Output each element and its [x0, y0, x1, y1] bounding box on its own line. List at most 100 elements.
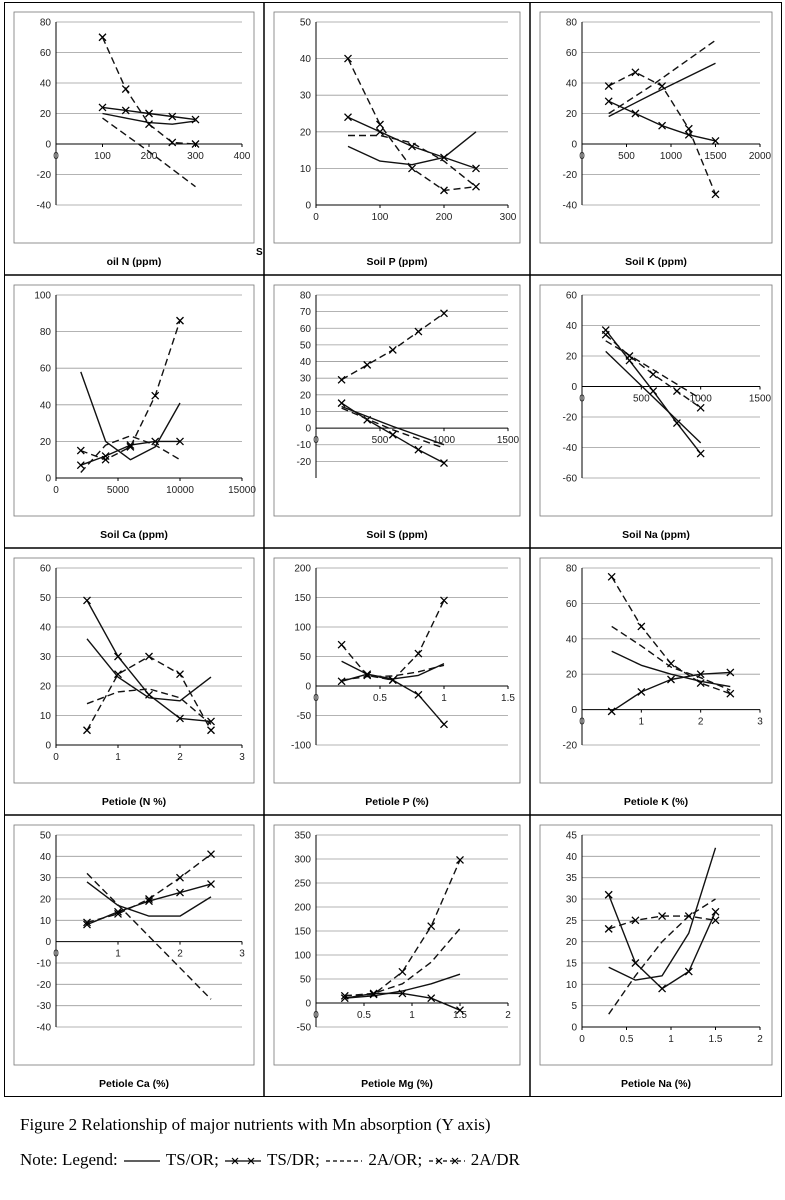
- data-point-marker: [121, 85, 130, 94]
- series-line: [608, 100, 716, 142]
- data-point-marker: [191, 140, 200, 148]
- x-tick-label: 400: [234, 151, 251, 162]
- data-point-marker: [101, 455, 110, 464]
- data-point-marker: [607, 572, 616, 581]
- data-point-marker: [376, 120, 384, 129]
- series-line: [341, 405, 445, 446]
- y-tick-label: 0: [305, 682, 311, 693]
- y-tick-label: -60: [563, 474, 578, 485]
- chart-border: [273, 824, 521, 1066]
- y-tick-label: 10: [40, 916, 52, 927]
- y-tick-label: 15: [566, 959, 578, 970]
- y-tick-label: 100: [34, 291, 51, 302]
- y-tick-label: -30: [37, 1001, 52, 1012]
- x-axis-label: Petiole Mg (%): [361, 1078, 433, 1090]
- data-point-marker: [625, 352, 634, 360]
- y-tick-label: 0: [45, 741, 51, 752]
- data-point-marker: [145, 690, 153, 699]
- x-axis-label: Soil K (ppm): [625, 256, 687, 268]
- chart-border: [539, 557, 773, 784]
- series-line: [344, 992, 461, 1011]
- chart-border: [13, 824, 255, 1066]
- data-point-marker: [604, 924, 613, 933]
- legend-item: TS/DR;: [223, 1150, 324, 1169]
- x-axis-label: Soil Na (ppm): [622, 529, 690, 541]
- x-tick-label: 300: [500, 212, 517, 223]
- y-tick-label: 80: [566, 564, 578, 575]
- chart-panel: -20 0 20 40 60 80 0 1 2 3 Petiole K (%): [539, 557, 773, 808]
- y-tick-label: 50: [300, 975, 312, 986]
- chart-border: [539, 11, 773, 244]
- y-tick-label: 40: [566, 852, 578, 863]
- series-line: [86, 638, 212, 702]
- x-tick-label: 3: [757, 717, 763, 728]
- legend-line-sample: [428, 1157, 465, 1165]
- x-axis-label: Soil S (ppm): [366, 529, 427, 541]
- x-tick-label: 1: [115, 752, 121, 763]
- data-point-marker: [696, 403, 705, 412]
- y-tick-label: 200: [294, 564, 311, 575]
- y-tick-label: 40: [566, 79, 578, 90]
- data-point-marker: [337, 640, 346, 649]
- y-tick-label: 40: [300, 357, 312, 368]
- series-line: [80, 435, 181, 473]
- data-point-marker: [631, 109, 640, 118]
- y-tick-label: 300: [294, 855, 311, 866]
- legend-item-label: TS/DR;: [263, 1150, 325, 1169]
- y-tick-label: 0: [305, 424, 311, 435]
- data-point-marker: [83, 596, 91, 605]
- series-line: [86, 872, 212, 1000]
- series-line: [80, 371, 181, 461]
- series-line: [86, 853, 212, 924]
- x-axis-label: Petiole P (%): [365, 796, 428, 808]
- x-axis-label: Petiole (N %): [102, 796, 166, 808]
- legend-item: 2A/OR;: [324, 1150, 426, 1169]
- data-point-marker: [126, 442, 135, 451]
- y-tick-label: 25: [566, 916, 578, 927]
- y-tick-label: 20: [566, 937, 578, 948]
- x-tick-label: 300: [187, 151, 204, 162]
- y-tick-label: 50: [40, 593, 52, 604]
- y-tick-label: 80: [40, 18, 52, 29]
- y-tick-label: 40: [300, 54, 312, 65]
- x-tick-label: 2: [757, 1034, 763, 1045]
- y-tick-label: -40: [563, 201, 578, 212]
- data-point-marker: [207, 850, 215, 859]
- series-line: [608, 847, 717, 981]
- x-tick-label: 1500: [704, 151, 727, 162]
- series-line: [347, 131, 477, 166]
- y-tick-label: -50: [297, 1023, 312, 1034]
- data-point-marker: [98, 103, 107, 112]
- figure-legend-note: Note: Legend: TS/OR; TS/DR; 2A/OR; 2A/DR: [20, 1150, 520, 1170]
- x-axis-label: Soil P (ppm): [366, 256, 427, 268]
- y-tick-label: 10: [300, 407, 312, 418]
- data-point-marker: [711, 916, 720, 925]
- chart-border: [539, 824, 773, 1066]
- series-line: [608, 915, 716, 930]
- data-point-marker: [604, 97, 613, 106]
- series-line: [80, 320, 181, 461]
- y-tick-label: 40: [40, 79, 52, 90]
- chart-panel: 0 5 10 15 20 25 30 35 40 45 0 0.5 1 1.5 2 Petiole Na (%…: [539, 824, 773, 1090]
- y-tick-label: 60: [566, 48, 578, 59]
- data-point-marker: [207, 717, 215, 726]
- x-tick-label: 1.5: [501, 693, 515, 704]
- y-tick-label: 80: [566, 18, 578, 29]
- x-tick-label: 2: [505, 1010, 511, 1021]
- y-tick-label: 0: [571, 705, 577, 716]
- data-point-marker: [114, 670, 122, 679]
- series-line: [86, 881, 212, 917]
- y-tick-label: 50: [300, 652, 312, 663]
- x-tick-label: 1: [115, 949, 121, 960]
- data-point-marker: [376, 127, 384, 136]
- chart-panel: 0 10 20 30 40 50 60 0 1 2 3 Petiole (N %): [13, 557, 255, 808]
- legend-item: 2A/DR: [427, 1150, 520, 1169]
- series-line: [101, 37, 196, 145]
- y-tick-label: -20: [297, 457, 312, 468]
- series-line: [341, 660, 445, 680]
- x-tick-label: 0: [313, 212, 319, 223]
- data-point-marker: [414, 649, 423, 658]
- data-point-marker: [414, 327, 423, 336]
